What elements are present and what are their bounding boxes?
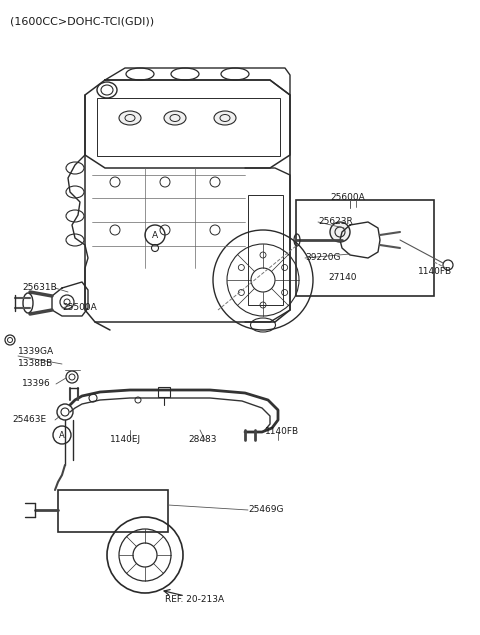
Text: 1339GA: 1339GA [18, 347, 54, 356]
Text: 25623R: 25623R [318, 218, 353, 227]
Text: 25463E: 25463E [12, 415, 46, 425]
Text: 25631B: 25631B [22, 283, 57, 293]
Bar [248, 195, 283, 305]
Text: 1140EJ: 1140EJ [110, 436, 141, 444]
Text: 27140: 27140 [328, 274, 357, 283]
Ellipse shape [214, 111, 236, 125]
Ellipse shape [164, 111, 186, 125]
Text: 13396: 13396 [22, 380, 51, 389]
Text: (1600CC>DOHC-TCI(GDI)): (1600CC>DOHC-TCI(GDI)) [10, 16, 154, 26]
Bar [296, 200, 434, 296]
Ellipse shape [119, 111, 141, 125]
Text: A: A [59, 431, 65, 439]
Text: 25469G: 25469G [248, 505, 284, 514]
Circle shape [330, 222, 350, 242]
Text: 39220G: 39220G [305, 253, 340, 262]
Text: A: A [152, 231, 158, 239]
Text: 28483: 28483 [188, 436, 216, 444]
Text: REF. 20-213A: REF. 20-213A [165, 596, 224, 605]
Text: 1140FB: 1140FB [265, 427, 299, 436]
Text: 25600A: 25600A [330, 194, 365, 203]
Text: 1140FB: 1140FB [418, 267, 452, 276]
Text: 25500A: 25500A [62, 304, 97, 312]
Bar [58, 490, 168, 532]
Text: 1338BB: 1338BB [18, 359, 53, 368]
Bar [97, 98, 280, 156]
Bar [158, 387, 170, 397]
